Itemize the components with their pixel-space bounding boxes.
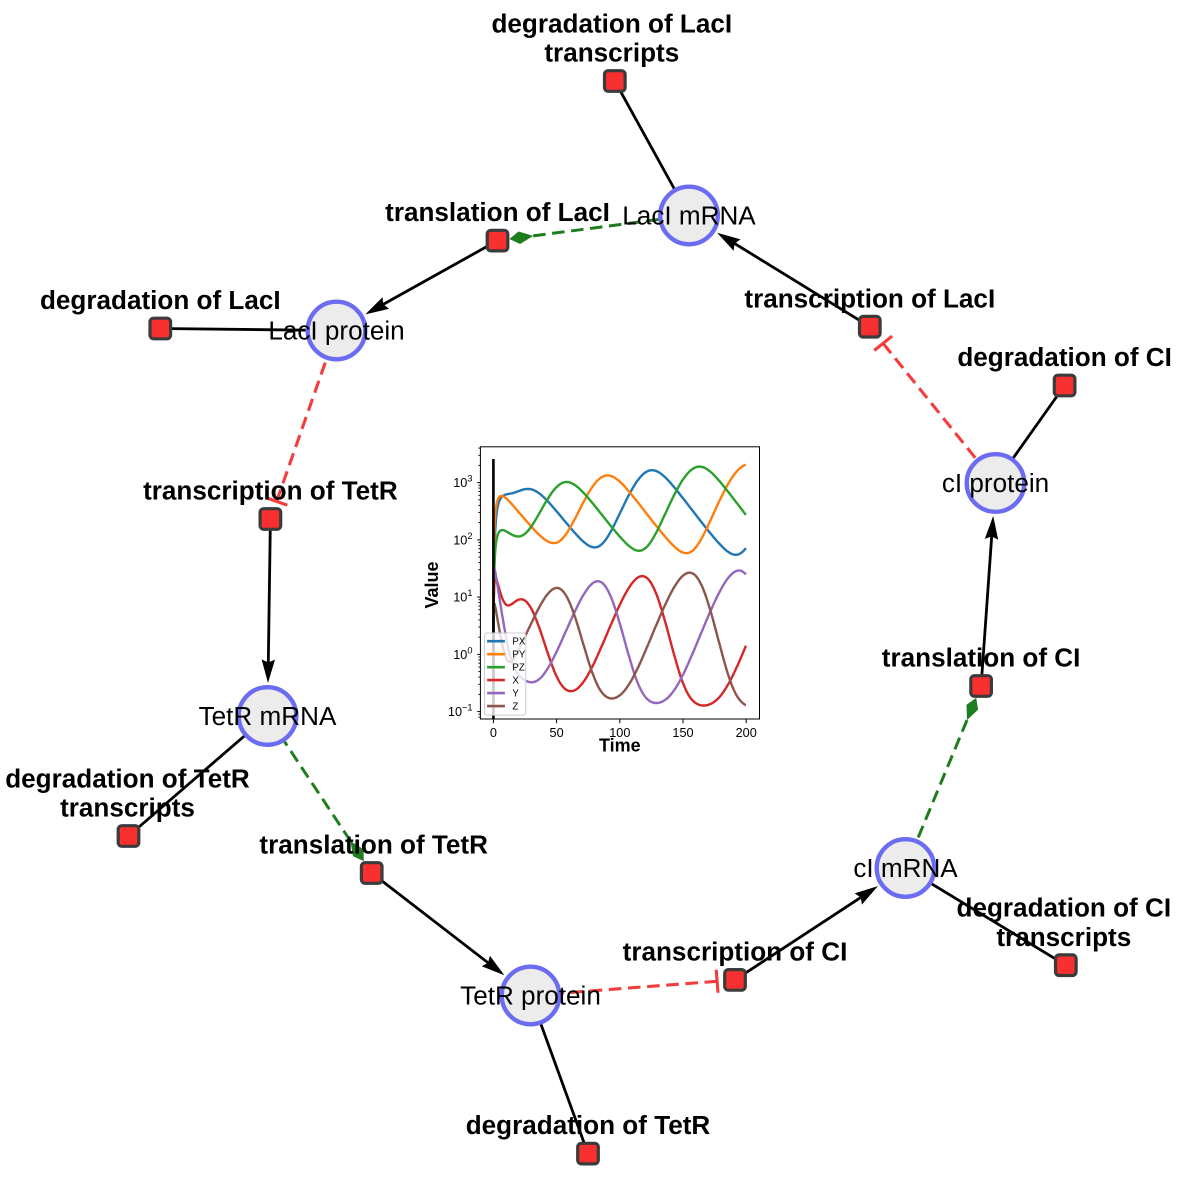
svg-text:transcription of LacI: transcription of LacI: [744, 283, 995, 313]
svg-text:Value: Value: [422, 561, 442, 608]
svg-text:translation of TetR: translation of TetR: [259, 830, 488, 860]
svg-text:200: 200: [736, 726, 757, 740]
svg-text:TetR protein: TetR protein: [460, 980, 601, 1010]
svg-text:50: 50: [550, 726, 564, 740]
svg-text:Z: Z: [512, 702, 518, 713]
svg-text:150: 150: [672, 726, 693, 740]
svg-text:LacI mRNA: LacI mRNA: [622, 200, 756, 230]
svg-text:transcription of CI: transcription of CI: [623, 937, 848, 967]
svg-text:LacI protein: LacI protein: [268, 315, 404, 345]
svg-text:10−1: 10−1: [448, 703, 473, 720]
svg-text:102: 102: [453, 531, 472, 548]
svg-text:PX: PX: [512, 637, 525, 648]
svg-text:degradation of TetR: degradation of TetR: [466, 1110, 711, 1140]
svg-text:transcription of TetR: transcription of TetR: [143, 476, 398, 506]
svg-text:translation of LacI: translation of LacI: [385, 197, 610, 227]
svg-text:PZ: PZ: [512, 663, 524, 674]
svg-text:PY: PY: [512, 650, 525, 661]
svg-text:transcripts: transcripts: [60, 793, 195, 823]
svg-text:101: 101: [453, 588, 472, 605]
svg-text:103: 103: [453, 474, 472, 491]
svg-text:0: 0: [490, 726, 497, 740]
svg-text:degradation of CI: degradation of CI: [957, 893, 1172, 923]
svg-text:Time: Time: [599, 735, 641, 755]
svg-text:transcripts: transcripts: [544, 38, 679, 68]
svg-text:degradation of CI: degradation of CI: [957, 342, 1172, 372]
svg-text:degradation of LacI: degradation of LacI: [40, 285, 281, 315]
svg-text:transcripts: transcripts: [996, 922, 1131, 952]
svg-text:degradation of LacI: degradation of LacI: [491, 8, 732, 38]
svg-text:X: X: [512, 676, 519, 687]
svg-text:cI mRNA: cI mRNA: [853, 853, 958, 883]
svg-text:cI protein: cI protein: [942, 468, 1049, 498]
svg-text:degradation of TetR: degradation of TetR: [5, 763, 250, 793]
svg-text:TetR mRNA: TetR mRNA: [199, 701, 337, 731]
svg-text:translation of CI: translation of CI: [882, 643, 1081, 673]
svg-text:Y: Y: [512, 689, 519, 700]
svg-text:100: 100: [453, 645, 472, 662]
svg-text:100: 100: [609, 726, 630, 740]
